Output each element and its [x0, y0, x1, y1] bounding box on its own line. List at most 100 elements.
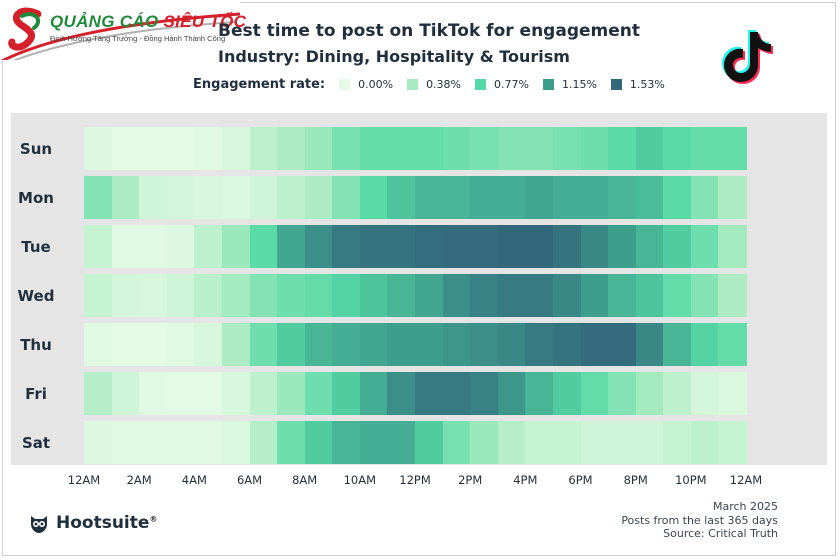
heatmap-cell-tue-12 — [415, 225, 444, 268]
heatmap-cell-thu-8 — [304, 323, 333, 366]
heatmap-cell-mon-7 — [277, 176, 306, 219]
heatmap-cell-sat-11 — [387, 421, 416, 464]
heatmap-cell-fri-12 — [415, 372, 444, 415]
heatmap-cell-wed-21 — [663, 274, 692, 317]
heatmap-cell-thu-13 — [442, 323, 471, 366]
logo-brand-part2: SIÊU TỐC — [163, 12, 247, 31]
heatmap-cell-thu-1 — [111, 323, 140, 366]
heatmap-cell-mon-13 — [442, 176, 471, 219]
heatmap-cell-wed-3 — [166, 274, 195, 317]
heatmap-cell-fri-5 — [221, 372, 251, 415]
heatmap-cell-tue-10 — [359, 225, 388, 268]
heatmap-cell-sun-22 — [690, 127, 719, 170]
heatmap-cell-tue-17 — [552, 225, 582, 268]
x-tick-label-10: 8PM — [623, 473, 648, 487]
heatmap-cell-tue-18 — [580, 225, 609, 268]
x-tick-label-11: 10PM — [675, 473, 707, 487]
heatmap-cell-fri-15 — [497, 372, 526, 415]
heatmap-cell-wed-20 — [635, 274, 664, 317]
heatmap-cell-fri-9 — [332, 372, 361, 415]
heatmap-cell-sat-12 — [415, 421, 444, 464]
heatmap-cell-sun-7 — [277, 127, 306, 170]
heatmap-cell-fri-17 — [552, 372, 582, 415]
heatmap-cell-thu-0 — [84, 323, 113, 366]
heatmap-cell-sat-15 — [497, 421, 526, 464]
heatmap-cell-sat-9 — [332, 421, 361, 464]
heatmap-cell-thu-4 — [194, 323, 223, 366]
hootsuite-name: Hootsuite — [56, 513, 150, 533]
heatmap-cell-fri-18 — [580, 372, 609, 415]
heatmap-cell-fri-3 — [166, 372, 195, 415]
heatmap-cell-mon-3 — [166, 176, 195, 219]
heatmap-cell-wed-14 — [470, 274, 499, 317]
heatmap-cell-tue-6 — [249, 225, 278, 268]
heatmap-cell-sat-23 — [718, 421, 747, 464]
legend-swatch-1 — [407, 78, 419, 90]
heatmap-cell-fri-21 — [663, 372, 692, 415]
heatmap-cell-tue-4 — [194, 225, 223, 268]
heatmap-cell-mon-11 — [387, 176, 416, 219]
heatmap-cell-wed-4 — [194, 274, 223, 317]
heatmap-cell-fri-22 — [690, 372, 719, 415]
heatmap-cell-thu-17 — [552, 323, 582, 366]
row-label-sun: Sun — [19, 139, 53, 158]
owl-icon — [31, 516, 47, 533]
heatmap-cell-tue-23 — [718, 225, 747, 268]
heatmap-cell-sun-1 — [111, 127, 140, 170]
heatmap-cell-thu-19 — [608, 323, 637, 366]
legend-item-2: 0.77% — [475, 78, 529, 91]
heatmap-cell-mon-6 — [249, 176, 278, 219]
heatmap-cell-wed-18 — [580, 274, 609, 317]
heatmap-cell-sun-4 — [194, 127, 223, 170]
chart-source: March 2025 Posts from the last 365 days … — [621, 500, 778, 541]
heatmap-cell-sat-16 — [525, 421, 554, 464]
heatmap-cell-sun-15 — [497, 127, 526, 170]
heatmap-cell-wed-15 — [497, 274, 526, 317]
heatmap-cell-wed-19 — [608, 274, 637, 317]
heatmap-cell-tue-21 — [663, 225, 692, 268]
heatmap-cell-thu-3 — [166, 323, 195, 366]
heatmap-cell-mon-23 — [718, 176, 747, 219]
heatmap-cell-sat-3 — [166, 421, 195, 464]
heatmap-cell-mon-5 — [221, 176, 251, 219]
logo-tagline: Định Hướng Tăng Trưởng - Đồng Hành Thành… — [50, 34, 226, 43]
heatmap-cell-sat-21 — [663, 421, 692, 464]
heatmap-cell-sun-23 — [718, 127, 747, 170]
heatmap-cell-wed-6 — [249, 274, 278, 317]
heatmap-cell-thu-7 — [277, 323, 306, 366]
logo-swoosh-icon — [0, 0, 240, 60]
heatmap-cell-fri-8 — [304, 372, 333, 415]
heatmap-cell-mon-22 — [690, 176, 719, 219]
x-tick-label-12: 12AM — [729, 473, 763, 487]
source-citation: Source: Critical Truth — [663, 527, 778, 540]
heatmap-cell-sun-16 — [525, 127, 554, 170]
heatmap-cell-sun-5 — [221, 127, 251, 170]
heatmap-cell-sat-5 — [221, 421, 251, 464]
heatmap-cell-thu-5 — [221, 323, 251, 366]
legend-swatch-2 — [475, 78, 487, 90]
heatmap-cell-thu-2 — [139, 323, 168, 366]
heatmap-cell-sat-13 — [442, 421, 471, 464]
heatmap-cell-wed-22 — [690, 274, 719, 317]
heatmap-cell-mon-17 — [552, 176, 582, 219]
x-tick-label-2: 4AM — [181, 473, 207, 487]
heatmap-cell-tue-0 — [84, 225, 113, 268]
heatmap-cell-sun-14 — [470, 127, 499, 170]
heatmap-cell-sun-20 — [635, 127, 664, 170]
legend-item-1: 0.38% — [407, 78, 461, 91]
heatmap-cell-thu-23 — [718, 323, 747, 366]
heatmap-cell-thu-20 — [635, 323, 664, 366]
heatmap-cell-sun-13 — [442, 127, 471, 170]
row-label-mon: Mon — [18, 188, 54, 207]
heatmap-cell-thu-14 — [470, 323, 499, 366]
logo-brand-part1: QUẢNG CÁO — [50, 12, 159, 31]
heatmap-cell-tue-15 — [497, 225, 526, 268]
source-date: March 2025 — [712, 500, 778, 513]
chart-subtitle: Industry: Dining, Hospitality & Tourism — [218, 47, 570, 66]
heatmap-cell-sun-12 — [415, 127, 444, 170]
legend-label-0: 0.00% — [358, 77, 394, 91]
hootsuite-wordmark: Hootsuite® — [56, 513, 157, 533]
heatmap-cell-fri-0 — [84, 372, 113, 415]
heatmap-cell-fri-11 — [387, 372, 416, 415]
legend-label-1: 0.38% — [426, 77, 462, 91]
